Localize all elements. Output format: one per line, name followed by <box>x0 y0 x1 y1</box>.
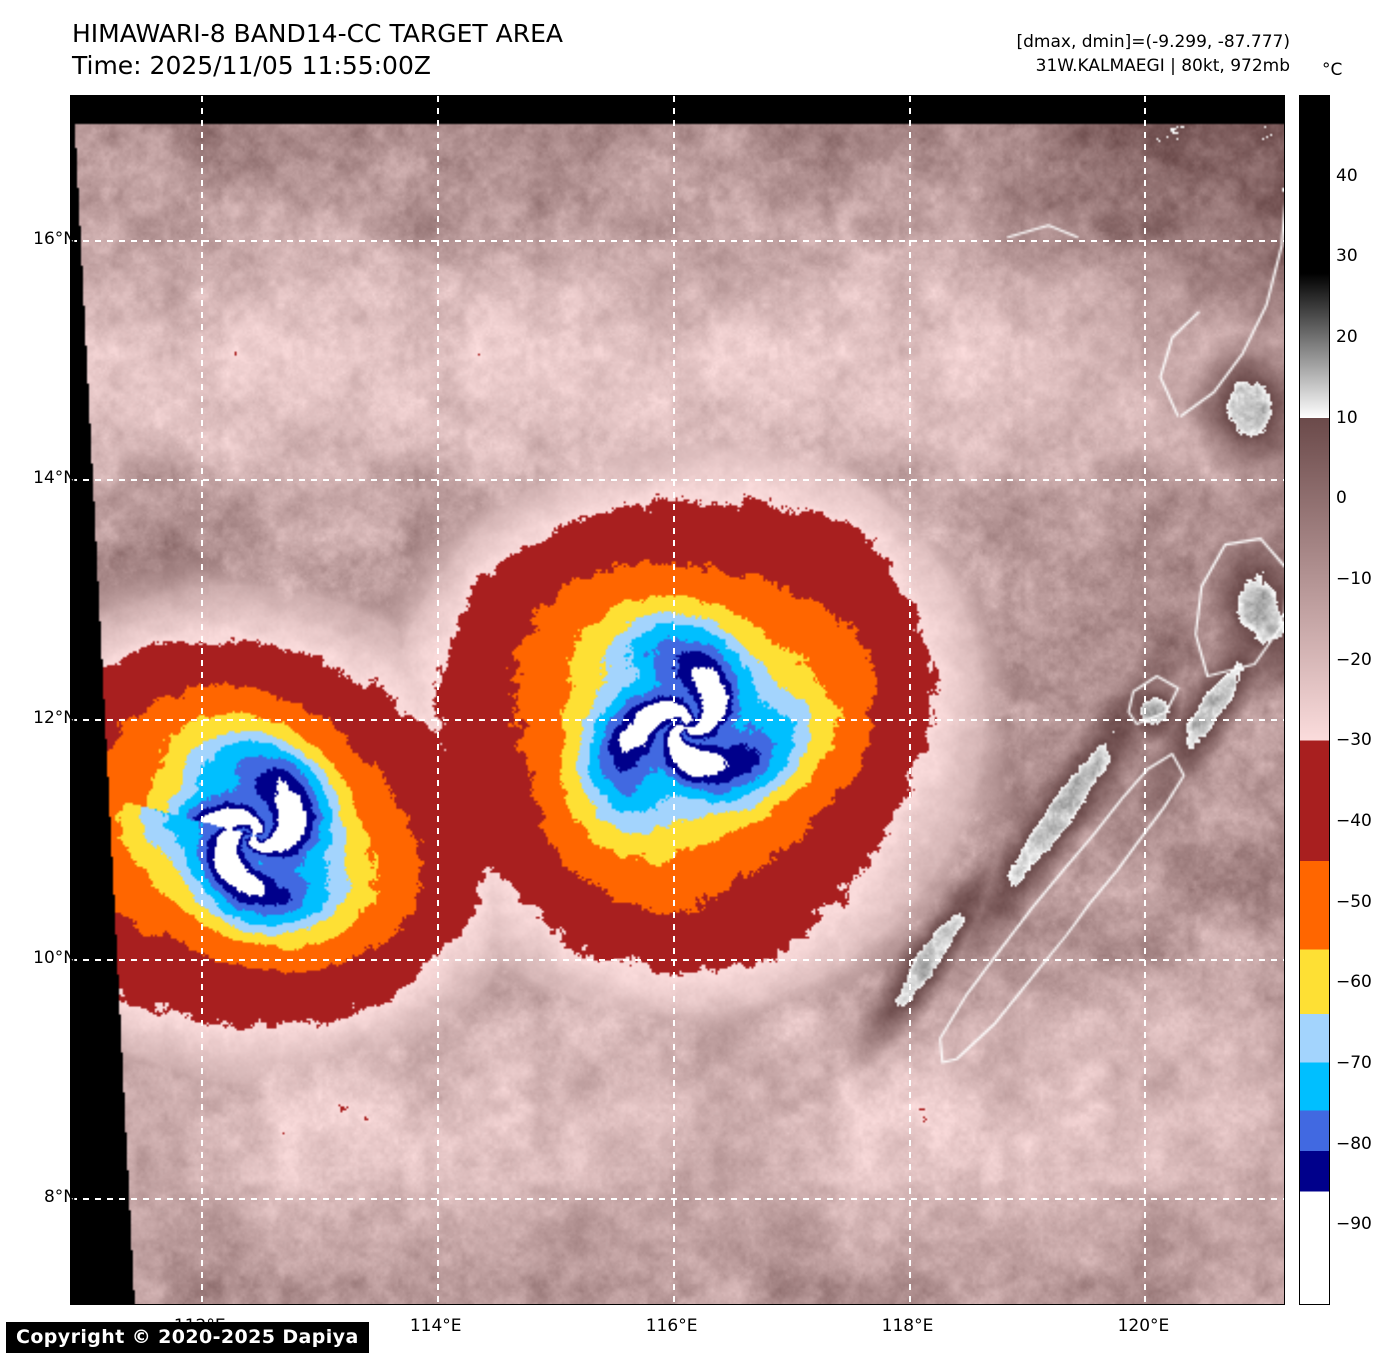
colorbar-tick-label: −30 <box>1336 730 1372 751</box>
satellite-image-plot <box>70 95 1285 1305</box>
metadata-block: [dmax, dmin]=(-9.299, -87.777) 31W.KALMA… <box>1017 30 1291 78</box>
colorbar-tick-label: 10 <box>1336 407 1358 428</box>
title-block: HIMAWARI-8 BAND14-CC TARGET AREA Time: 2… <box>72 18 563 82</box>
page-title: HIMAWARI-8 BAND14-CC TARGET AREA <box>72 19 564 48</box>
colorbar <box>1299 95 1330 1305</box>
longitude-tick-label: 114°E <box>409 1316 462 1336</box>
colorbar-tick-label: −80 <box>1336 1133 1372 1154</box>
colorbar-tick-label: −20 <box>1336 649 1372 670</box>
colorbar-tick-label: −40 <box>1336 811 1372 831</box>
colorbar-unit-label: °C <box>1322 60 1343 80</box>
longitude-tick-label: 120°E <box>1117 1316 1170 1336</box>
storm-info-label: 31W.KALMAEGI | 80kt, 972mb <box>1035 56 1290 76</box>
colorbar-tick-label: −10 <box>1336 569 1372 589</box>
latitude-tick-label: 16°N <box>33 228 76 249</box>
colorbar-tick-label: −90 <box>1336 1214 1372 1235</box>
colorbar-tick-label: 20 <box>1336 327 1358 347</box>
copyright-banner: Copyright © 2020-2025 Dapiya <box>6 1322 369 1353</box>
latitude-tick-label: 8°N <box>43 1187 76 1208</box>
longitude-tick-label: 116°E <box>645 1316 698 1336</box>
colorbar-tick-label: 30 <box>1336 246 1358 267</box>
latitude-tick-label: 10°N <box>33 947 76 968</box>
colorbar-tick-label: −50 <box>1336 891 1372 912</box>
colorbar-tick-label: 0 <box>1336 488 1347 509</box>
colorbar-tick-label: −70 <box>1336 1053 1372 1073</box>
satellite-infrared-heatmap <box>71 96 1284 1304</box>
colorbar-tick-label: 40 <box>1336 165 1358 186</box>
colorbar-gradient <box>1299 95 1330 1305</box>
timestamp-label: Time: 2025/11/05 11:55:00Z <box>72 51 431 80</box>
dmax-dmin-label: [dmax, dmin]=(-9.299, -87.777) <box>1016 32 1291 52</box>
latitude-tick-label: 12°N <box>33 707 76 728</box>
longitude-tick-label: 118°E <box>881 1316 934 1336</box>
colorbar-tick-label: −60 <box>1336 972 1372 993</box>
latitude-tick-label: 14°N <box>33 468 76 489</box>
